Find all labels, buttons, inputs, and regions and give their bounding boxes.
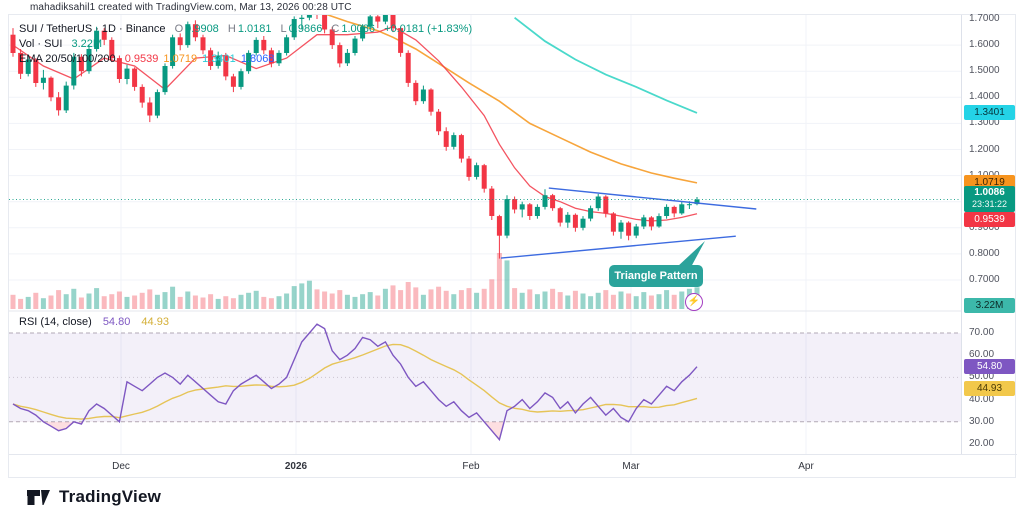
rsi-line [12,323,698,442]
low-label: L [280,23,287,35]
ema50-value: 1.0719 [163,53,198,65]
ema-row: EMA 20/50/100/200 0.9539 1.0719 1.3401 1… [19,52,472,67]
callout-tail [677,241,705,267]
high-value: 1.0181 [237,23,272,35]
flash-idea-icon[interactable]: ⚡ [685,293,703,311]
rsi-legend: RSI (14, close) 54.80 44.93 [19,316,169,328]
price-tick-label: 0.8000 [969,247,1000,259]
time-axis-label[interactable]: Apr [798,461,814,472]
rsi-tick-label: 50.00 [969,371,995,383]
ema-label[interactable]: EMA 20/50/100/200 [19,53,116,65]
ema200-value: 1.8068 [240,53,275,65]
price-tick-label: 0.9000 [969,221,1000,233]
tradingview-logo-icon[interactable] [26,487,52,507]
trendline [500,235,736,259]
volume-value: 3.22M [71,38,103,50]
countdown: 23:31:22 [971,199,1008,210]
open-value: 0.9908 [185,23,219,35]
rsi-tick-label: 60.00 [969,349,995,361]
candlesticks [10,15,700,259]
rsi-tick-label: 20.00 [969,438,995,449]
open-label: O [174,23,184,35]
close-label: C [331,23,340,35]
rsi-label[interactable]: RSI (14, close) [19,316,92,328]
change-value: +0.0181 (+1.83%) [384,23,473,35]
time-axis-label[interactable]: Feb [462,461,480,472]
symbol-title[interactable]: SUI / TetherUS · 1D · Binance [19,23,166,35]
high-label: H [227,23,236,35]
price-tick-label: 0.7000 [969,274,1000,285]
scale-badge: 3.22M [964,297,1015,313]
scale-badge: 44.93 [964,381,1015,397]
footer: TradingView [26,487,161,507]
rsi-tick-label: 40.00 [969,393,995,405]
rsi-ma-value: 44.93 [141,316,169,328]
scale-badge: 0.9539 [964,212,1015,228]
chart-canvas[interactable] [9,15,961,454]
volume-row: Vol · SUI 3.22M [19,37,472,52]
scale-badge: 54.80 [964,359,1015,375]
time-axis[interactable]: Dec 2026 Feb Mar Apr [9,454,1017,479]
volume-label[interactable]: Vol · SUI [19,38,63,50]
time-axis-label[interactable]: 2026 [284,461,308,472]
price-tick-label: 1.2000 [969,143,1000,155]
rsi-ma-line [12,343,698,420]
price-tick-label: 1.4000 [969,91,1000,103]
price-tick-label: 1.3000 [969,117,1000,129]
ema20-value: 0.9539 [124,53,159,65]
rsi-tick-label: 70.00 [969,327,995,338]
ema20-line [12,26,698,222]
ema100-value: 1.3401 [202,53,236,65]
rsi-value: 54.80 [102,316,131,328]
close-value: 1.0086 [341,23,375,35]
price-tick-label: 1.5000 [969,65,1000,77]
triangle-pattern-callout[interactable]: Triangle Pattern [609,265,703,287]
ema100-line [514,16,698,114]
trendline [548,187,757,210]
time-axis-label[interactable]: Dec [112,461,130,472]
tradingview-logo-text[interactable]: TradingView [59,487,162,506]
time-axis-label[interactable]: Mar [622,461,640,472]
attribution-text: mahadiksahil1 created with TradingView.c… [30,2,352,13]
price-tick-label: 1.1000 [969,170,1000,181]
low-value: 0.9866 [288,23,323,35]
rsi-tick-label: 30.00 [969,415,995,427]
scale-badge: 1.3401 [964,105,1015,121]
volume-bars [10,253,700,309]
price-scale[interactable]: 1.7000 1.6000 1.5000 1.4000 1.3000 1.2000 1.10… [961,13,1017,454]
price-tick-label: 1.7000 [969,13,1000,24]
price-tick-label: 1.6000 [969,39,1000,51]
last-price-badge: 1.0086 23:31:22 [964,186,1015,213]
